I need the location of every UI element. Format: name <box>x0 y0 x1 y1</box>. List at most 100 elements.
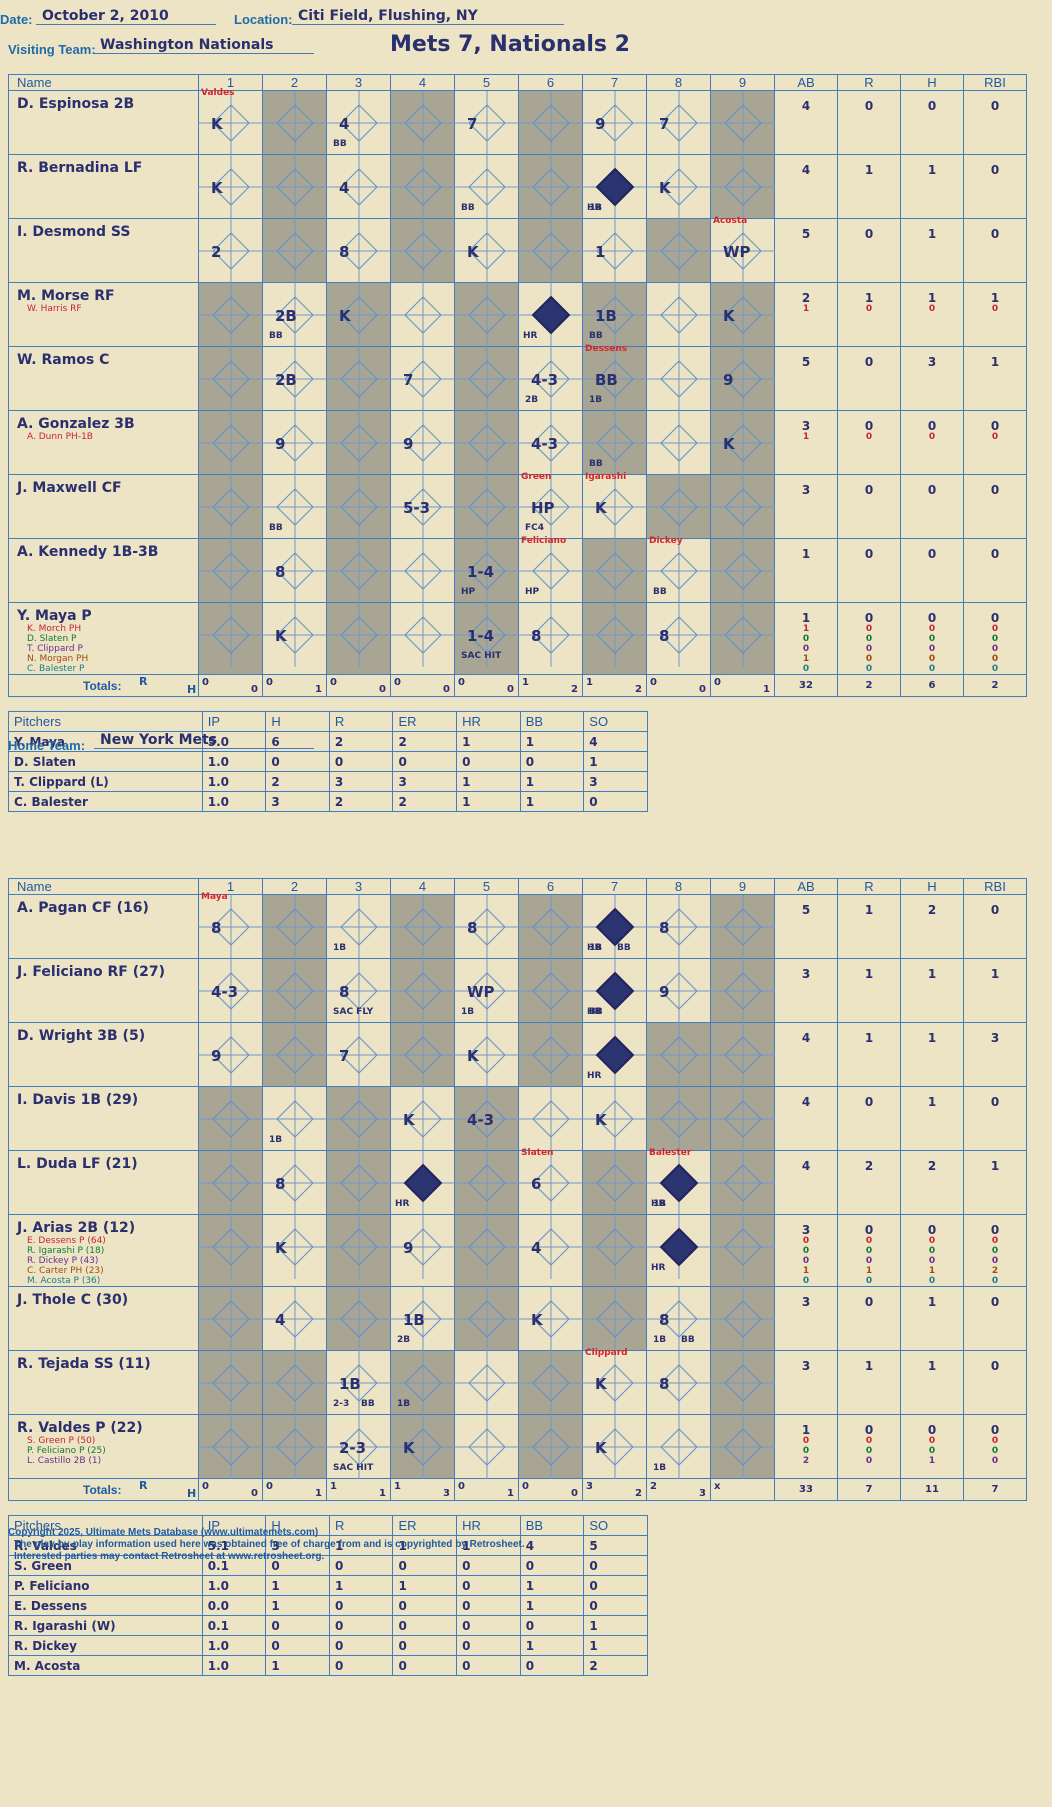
pitcher-row: M. Acosta 1.0 1 0 0 0 0 2 <box>8 1655 648 1676</box>
play-annotation: SAC FLY <box>333 1007 374 1017</box>
inning-cell <box>710 1150 775 1215</box>
stat-cell: 1 <box>774 538 838 603</box>
stat-header: AB <box>774 878 838 895</box>
inning-cell <box>326 1086 391 1151</box>
inning-cell <box>646 282 711 347</box>
inning-cell: K <box>710 282 775 347</box>
batter-row: A. Kennedy 1B-3B 8 1-4 HP HP Feliciano BB Dicke… <box>8 536 1027 603</box>
play-annotation: BB <box>461 203 475 213</box>
play-annotation: HR <box>587 1071 602 1081</box>
batter-name: I. Davis 1B (29) <box>8 1086 199 1151</box>
play-annotation: BB <box>589 331 603 341</box>
inning-cell: 8 <box>518 602 583 675</box>
inning-cell: 1B <box>390 1350 455 1415</box>
pitching-cell: 1 <box>265 1595 330 1616</box>
stat-cell: 0 <box>963 894 1027 959</box>
pitcher-row: E. Dessens 0.0 1 0 0 0 1 0 <box>8 1595 648 1616</box>
batter-name: A. Pagan CF (16) <box>8 894 199 959</box>
pitching-cell: 0 <box>519 1555 585 1576</box>
inning-cell: HP FC4 Green <box>518 472 583 539</box>
pitcher-change-note: Slaten <box>521 1148 554 1158</box>
inning-cell <box>198 1414 263 1479</box>
play-result: 4 <box>531 1239 542 1257</box>
pitcher-row: P. Feliciano 1.0 1 1 1 0 1 0 <box>8 1575 648 1596</box>
stat-cell: 1 <box>963 1150 1027 1215</box>
pitching-cell: 1 <box>328 1575 394 1596</box>
stat-cell: 3 <box>900 346 964 411</box>
inning-cell <box>454 1150 519 1215</box>
pitching-header: ER <box>392 1515 458 1536</box>
substitute-name: K. Morch PH <box>27 624 82 634</box>
inning-cell: 4-3 <box>198 958 263 1023</box>
totals-label: Totals: <box>83 1483 122 1497</box>
play-result: 8 <box>339 243 350 261</box>
substitute-name: S. Green P (50) <box>27 1436 96 1446</box>
pitching-cell: 1.0 <box>201 1575 267 1596</box>
pitching-header: Pitchers <box>8 711 203 732</box>
team-total: 33 <box>774 1478 838 1501</box>
pitching-header: HR <box>456 1515 521 1536</box>
batter-row: A. Gonzalez 3B A. Dunn PH-1B 9 9 4-3 BB K 3 1 0 0 0… <box>8 410 1027 475</box>
pitching-cell: 2 <box>328 731 394 752</box>
inning-cell: 7 <box>646 90 711 155</box>
play-result: K <box>723 307 735 325</box>
inning-cell <box>710 474 775 539</box>
pitcher-row: R. Dickey 1.0 0 0 0 0 1 1 <box>8 1635 648 1656</box>
stat-cell: 1 <box>963 346 1027 411</box>
play-result: 9 <box>595 115 606 133</box>
inning-cell <box>582 1214 647 1287</box>
stat-cell: 1 <box>837 958 901 1023</box>
play-annotation: HP <box>525 587 540 597</box>
pitching-cell: 1 <box>583 1635 648 1656</box>
inning-cell <box>326 346 391 411</box>
stat-cell: 0 <box>837 90 901 155</box>
inning-cell: 8 <box>262 538 327 603</box>
substitute-name: W. Harris RF <box>27 304 82 314</box>
inning-cell <box>326 602 391 675</box>
play-result: K <box>403 1439 415 1457</box>
inning-cell: K <box>390 1086 455 1151</box>
inning-cell: 8 SAC FLY <box>326 958 391 1023</box>
substitute-name: L. Castillo 2B (1) <box>27 1456 102 1466</box>
inning-cell: HP Feliciano <box>518 536 583 603</box>
play-result: WP <box>467 983 495 1001</box>
batter-row: Y. Maya P K. Morch PH D. Slaten P T. Clippa… <box>8 602 1027 675</box>
play-result: K <box>339 307 351 325</box>
inning-cell <box>518 154 583 219</box>
play-result: 1B <box>595 307 617 325</box>
play-annotation: BB <box>269 523 283 533</box>
pitching-header: R <box>328 711 394 732</box>
play-annotation: HR <box>587 1007 602 1017</box>
play-annotation: 1B <box>461 1007 475 1017</box>
stat-header: H <box>900 878 964 895</box>
inning-cell <box>646 410 711 475</box>
inning-cell: K <box>454 218 519 283</box>
pitching-cell: 2 <box>583 1655 648 1676</box>
inning-cell <box>518 218 583 283</box>
play-result: 4 <box>339 179 350 197</box>
stat-header: RBI <box>963 878 1027 895</box>
pitching-cell: 5 <box>583 1535 648 1556</box>
pitching-cell: 0 <box>456 751 521 772</box>
inning-cell <box>518 1350 583 1415</box>
batter-row: R. Bernadina LF K 4 BB 1B HR K 4 1 1 0 <box>8 154 1027 219</box>
inning-cell: 4-3 2B <box>518 346 583 411</box>
play-annotation: 2B <box>525 395 539 405</box>
play-annotation: HR <box>395 1199 410 1209</box>
pitcher-change-note: Balester <box>649 1148 692 1158</box>
inning-cell <box>454 1286 519 1351</box>
totals-row-label: Totals: R H <box>8 674 199 697</box>
inning-cell <box>454 346 519 411</box>
batter-name: J. Arias 2B (12) E. Dessens P (64) R. Igar… <box>8 1214 199 1287</box>
pitcher-row: R. Igarashi (W) 0.1 0 0 0 0 0 1 <box>8 1615 648 1636</box>
inning-cell: 5-3 <box>390 474 455 539</box>
inning-cell <box>262 154 327 219</box>
